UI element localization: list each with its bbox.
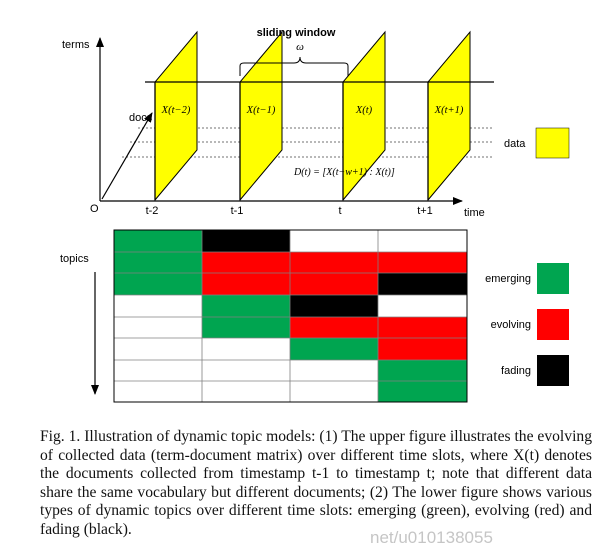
slice-2: X(t) [342,30,386,202]
black-topic-block [378,273,467,295]
green-topic-block [290,338,378,360]
topic-legend: emerging evolving fading [485,263,569,386]
time-tick-label: t [338,205,341,217]
time-tick-label: t+1 [417,205,433,217]
time-tick-label: t-1 [231,205,244,217]
time-label: time [464,207,485,219]
legend-swatch [537,309,569,340]
topic-grid [113,229,468,403]
slice-label: X(t−1) [246,105,276,116]
docs-axis [101,112,153,200]
slice-plane [154,30,198,202]
figure-caption: Fig. 1. Illustration of dynamic topic mo… [40,428,592,538]
slice-plane [427,30,471,202]
data-legend-swatch [535,127,570,159]
red-topic-block [378,338,467,360]
grid-border [113,229,468,403]
data-legend-label: data [504,138,526,150]
legend-item-evolving: evolving [491,309,569,340]
sliding-window-bracket [239,56,349,76]
slices: X(t−2) X(t−1) X(t) X(t+1) [154,30,471,202]
black-topic-block [290,295,378,317]
slice-label: X(t) [355,105,373,116]
legend-swatch [537,263,569,294]
time-tick-label: t-2 [146,205,159,217]
legend-label: fading [501,365,531,377]
green-topic-block [202,295,290,338]
slice-3: X(t+1) [427,30,471,202]
legend-swatch [537,355,569,386]
origin-label: O [90,203,99,215]
slice-label: X(t+1) [434,105,464,116]
terms-label: terms [62,39,90,51]
lower-diagram: topics emerging evolving fading [60,229,569,403]
legend-label: emerging [485,273,531,285]
red-topic-block [290,317,467,338]
omega-label: ω [296,41,304,53]
topics-label: topics [60,253,89,265]
dynamic-topic-figure: X(t−2) X(t−1) X(t) X(t+1) terms docs O time… [60,27,570,403]
time-tick-labels: t-2 t-1 t t+1 [146,205,433,217]
formula: D(t) = [X(t−w+1) : X(t)] [293,167,395,178]
slice-label: X(t−2) [161,105,191,116]
slice-1: X(t−1) [239,30,283,202]
legend-label: evolving [491,319,531,331]
slice-0: X(t−2) [154,30,198,202]
black-topic-block [202,230,290,252]
docs-label: docs [129,112,153,124]
legend-item-emerging: emerging [485,263,569,294]
green-topic-block [114,230,202,295]
upper-diagram: X(t−2) X(t−1) X(t) X(t+1) terms docs O time… [62,27,570,219]
slice-plane [239,30,283,202]
legend-item-fading: fading [501,355,569,386]
sliding-window-label: sliding window [257,27,336,39]
